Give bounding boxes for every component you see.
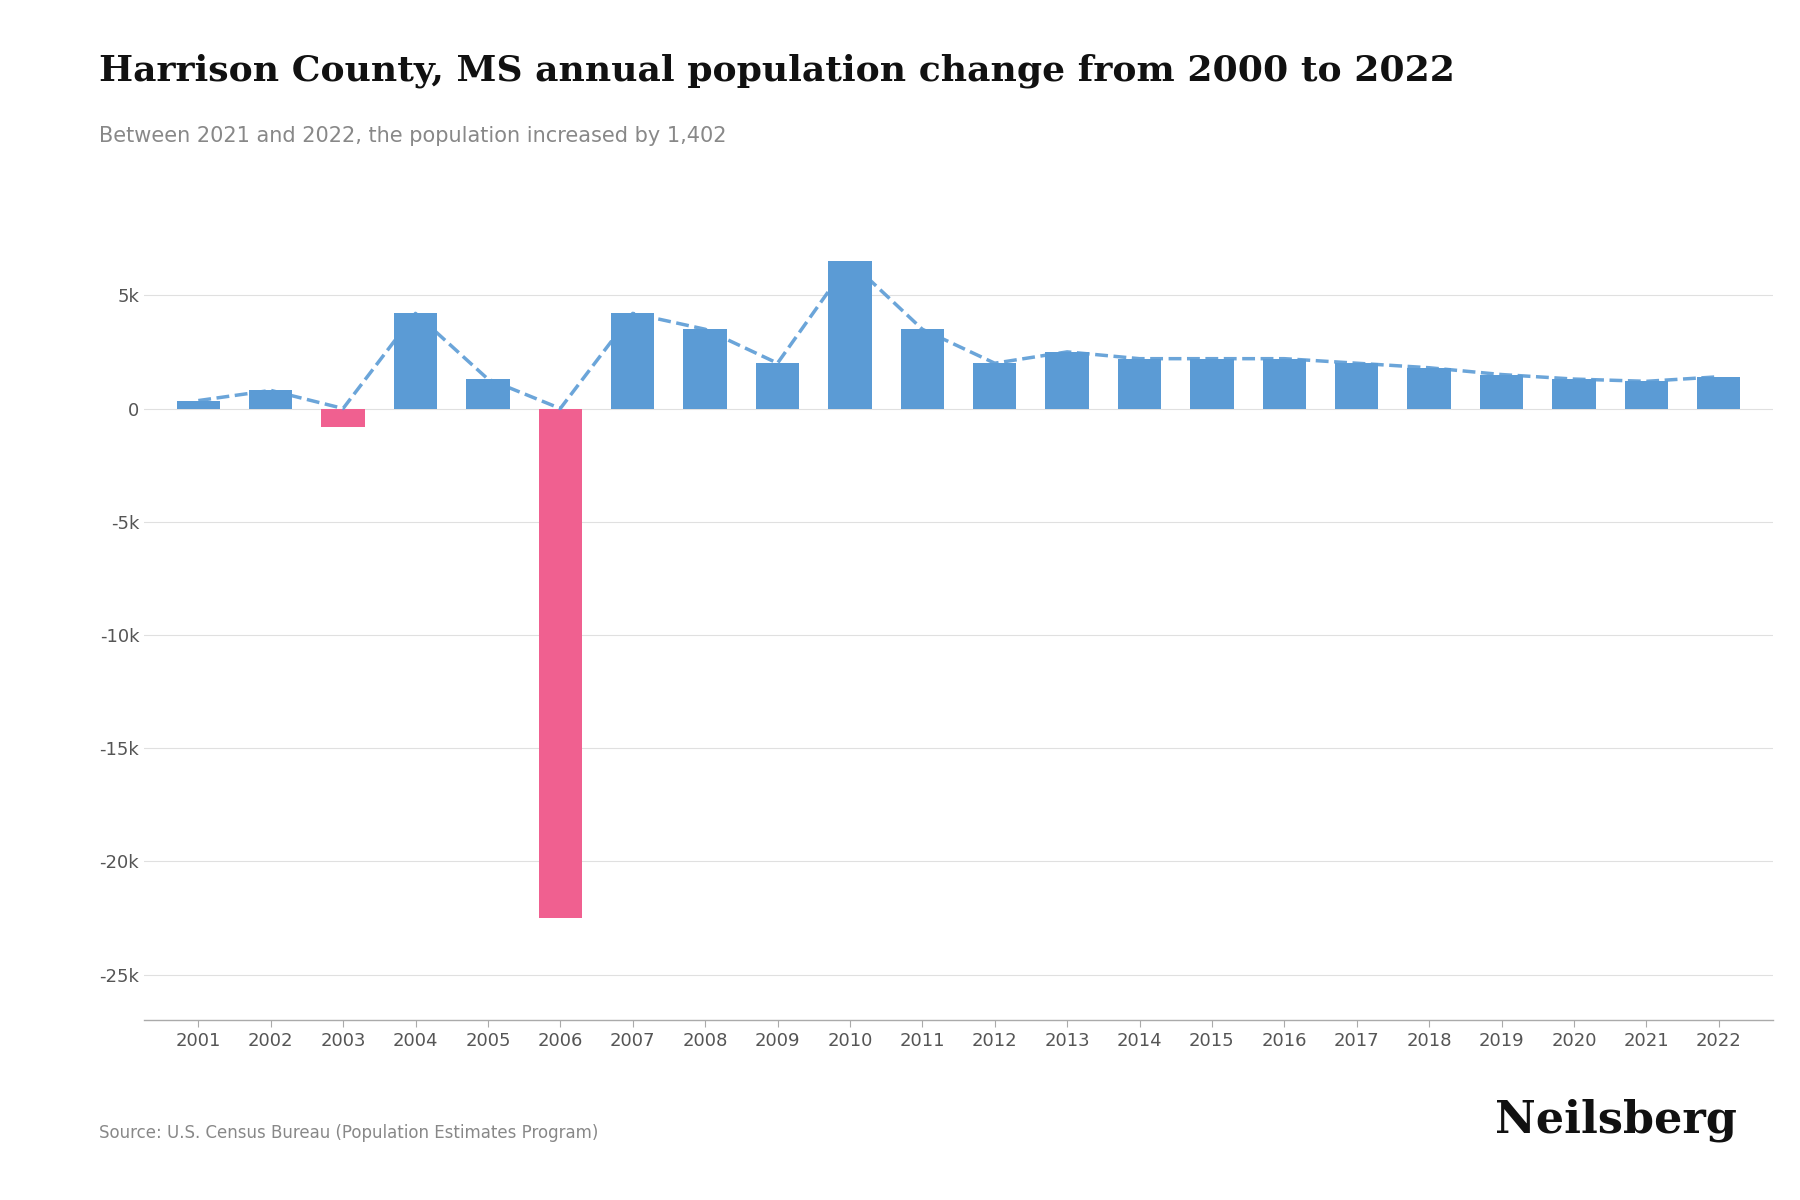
Bar <box>1336 364 1379 408</box>
Text: Between 2021 and 2022, the population increased by 1,402: Between 2021 and 2022, the population in… <box>99 126 727 146</box>
Bar <box>756 364 799 408</box>
Bar <box>1625 382 1669 408</box>
Bar <box>974 364 1017 408</box>
Bar <box>1190 359 1233 408</box>
Text: Harrison County, MS annual population change from 2000 to 2022: Harrison County, MS annual population ch… <box>99 54 1454 89</box>
Bar <box>1480 374 1523 408</box>
Bar <box>466 379 509 408</box>
Bar <box>610 313 655 408</box>
Bar <box>176 401 220 408</box>
Bar <box>538 408 581 918</box>
Bar <box>684 329 727 408</box>
Bar <box>322 408 365 427</box>
Bar <box>1552 379 1595 408</box>
Bar <box>828 262 871 408</box>
Bar <box>248 390 292 408</box>
Bar <box>1118 359 1161 408</box>
Text: Neilsberg: Neilsberg <box>1496 1099 1737 1142</box>
Bar <box>1697 377 1741 408</box>
Bar <box>1262 359 1307 408</box>
Bar <box>900 329 943 408</box>
Bar <box>394 313 437 408</box>
Bar <box>1046 352 1089 408</box>
Text: Source: U.S. Census Bureau (Population Estimates Program): Source: U.S. Census Bureau (Population E… <box>99 1124 598 1142</box>
Bar <box>1408 367 1451 408</box>
